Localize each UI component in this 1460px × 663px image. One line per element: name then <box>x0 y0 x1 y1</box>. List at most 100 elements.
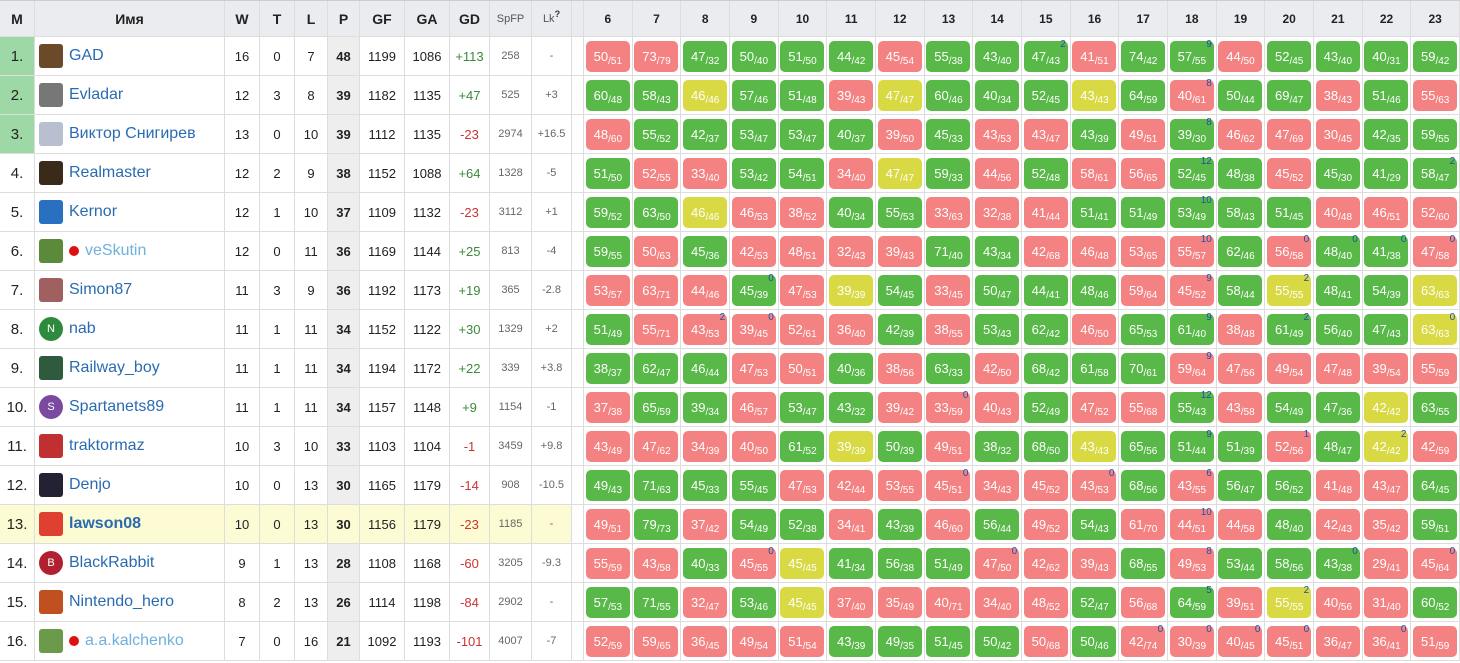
score-against: 51 <box>1292 640 1304 652</box>
player-name[interactable]: traktormaz <box>69 437 145 454</box>
score-against: 47 <box>1389 484 1401 496</box>
score-for: 42 <box>885 321 901 337</box>
round-cell: 40/34 <box>973 76 1022 115</box>
rank-cell: 4. <box>0 154 35 193</box>
score-for: 39 <box>885 399 901 415</box>
score-slash: / <box>1192 55 1195 67</box>
score-badge: 55/71 <box>634 313 679 345</box>
round-header: 7 <box>632 1 682 37</box>
score-against: 68 <box>1146 406 1158 418</box>
player-name[interactable]: a.a.kalchenko <box>85 632 184 649</box>
score-slash: / <box>1289 406 1293 418</box>
player-name[interactable]: Railway_boy <box>69 359 160 376</box>
round-cell: 64/59 5 <box>1168 583 1217 622</box>
header-text: Lk <box>542 12 555 25</box>
player-name[interactable]: Kernor <box>69 203 118 220</box>
score-slash: / <box>948 445 952 457</box>
score-against: 55 <box>1292 289 1304 301</box>
score-against: 43 <box>1340 523 1353 535</box>
score-against: 59 <box>1194 601 1207 613</box>
rank-cell: 1. <box>0 37 35 76</box>
round-cell: 45/30 <box>1314 154 1363 193</box>
score-against: 56 <box>1146 484 1158 496</box>
score-slash: / <box>1143 55 1147 67</box>
header-cell: M <box>0 1 35 37</box>
score-slash: / <box>1192 328 1195 340</box>
score-slash: / <box>1094 250 1098 262</box>
player-name[interactable]: Denjo <box>69 476 111 493</box>
score-against: 42 <box>902 406 915 418</box>
player-name[interactable]: veSkutin <box>85 242 147 259</box>
round-cell: 58/61 <box>1070 154 1120 193</box>
round-cell: 74/42 <box>1119 37 1168 76</box>
score-for: 52 <box>593 633 609 649</box>
score-against: 56 <box>1243 367 1255 379</box>
score-against: 51 <box>805 172 817 184</box>
score-against: 38 <box>1243 172 1255 184</box>
score-badge: 63/63 0 <box>1413 312 1458 345</box>
score-slash: / <box>1046 55 1049 67</box>
player-name[interactable]: Виктор Снигирев <box>69 125 196 142</box>
score-slash: / <box>1289 328 1293 340</box>
header-text: W <box>235 10 249 27</box>
avatar <box>39 590 63 614</box>
score-for: 47 <box>1372 321 1387 337</box>
score-for: 47 <box>788 282 803 298</box>
score-note: 0 <box>1157 623 1164 635</box>
round-cell: 42/42 2 <box>1362 427 1412 466</box>
score-against: 39 <box>854 289 866 301</box>
player-name[interactable]: nab <box>69 320 96 337</box>
round-cell: 49/52 <box>1022 505 1071 544</box>
score-against: 33 <box>708 562 720 574</box>
round-cell: 43/47 <box>1362 466 1412 505</box>
score-for: 40 <box>690 555 706 571</box>
score-slash: / <box>802 172 806 184</box>
score-badge: 38/52 <box>780 196 825 228</box>
stat-gd: +64 <box>450 154 490 193</box>
round-cell: 50/44 <box>1216 76 1266 115</box>
round-cell: 60/46 <box>924 76 974 115</box>
score-slash: / <box>656 250 660 262</box>
round-cell: 47/56 <box>1216 349 1266 388</box>
player-name[interactable]: BlackRabbit <box>69 554 155 571</box>
round-cell: 34/40 <box>827 154 876 193</box>
score-for: 52 <box>1420 204 1436 220</box>
header-cell: W <box>225 1 260 37</box>
score-against: 44 <box>1243 562 1255 574</box>
score-for: 44 <box>1226 48 1241 64</box>
score-badge: 49/51 <box>1121 118 1166 150</box>
score-against: 59 <box>1438 445 1450 457</box>
score-for: 45 <box>1031 477 1047 493</box>
score-for: 44 <box>982 165 998 181</box>
score-for: 38 <box>1226 321 1241 337</box>
score-against: 43 <box>659 94 671 106</box>
player-name[interactable]: lawson08 <box>69 515 142 532</box>
score-against: 55 <box>659 172 671 184</box>
score-slash: / <box>1192 640 1195 652</box>
stat-gf: 1103 <box>360 427 405 466</box>
score-slash: / <box>1338 406 1341 418</box>
score-badge: 63/33 <box>926 352 971 384</box>
help-mark[interactable]: ? <box>554 8 561 19</box>
player-name[interactable]: Evladar <box>69 86 124 103</box>
player-name[interactable]: Simon87 <box>69 281 133 298</box>
score-badge: 58/56 <box>1267 547 1312 579</box>
round-cell: 61/40 9 <box>1168 310 1217 349</box>
player-name[interactable]: Spartanets89 <box>69 398 165 415</box>
player-name[interactable]: GAD <box>69 47 104 64</box>
score-for: 46 <box>690 360 706 376</box>
score-for: 51 <box>1080 204 1095 220</box>
round-cell: 42/35 <box>1362 115 1412 154</box>
score-slash: / <box>1143 523 1147 535</box>
score-badge: 39/43 <box>1072 547 1117 579</box>
score-slash: / <box>1338 445 1341 457</box>
score-against: 58 <box>1438 250 1450 262</box>
score-against: 47 <box>1292 94 1304 106</box>
score-badge: 46/48 <box>1072 235 1117 267</box>
score-against: 41 <box>854 523 866 535</box>
score-against: 45 <box>756 484 769 496</box>
round-cell: 53/47 <box>730 115 779 154</box>
player-name[interactable]: Nintendo_hero <box>69 593 174 610</box>
score-for: 45 <box>739 282 755 298</box>
player-name[interactable]: Realmaster <box>69 164 151 181</box>
